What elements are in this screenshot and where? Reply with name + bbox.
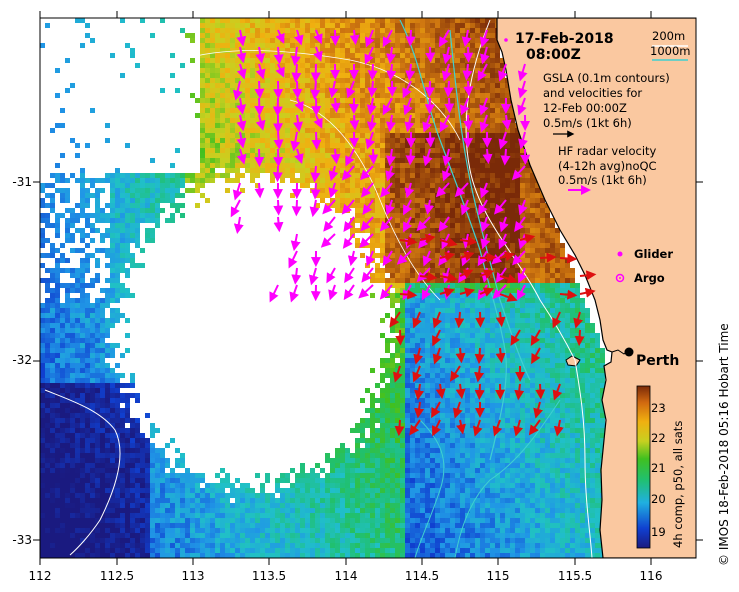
x-tick-label: 114.5 (405, 569, 439, 583)
x-tick-label: 115 (487, 569, 510, 583)
glider-legend-label: Glider (634, 247, 673, 261)
y-tick-label: -31 (12, 175, 32, 189)
depth-contour-1000m (414, 419, 445, 558)
colorbar-tick-label: 21 (651, 461, 666, 475)
x-tick-label: 112.5 (100, 569, 134, 583)
x-tick-label: 113 (182, 569, 205, 583)
colorbar-tick-label: 23 (651, 401, 666, 415)
argo-legend-label: Argo (634, 271, 665, 285)
colorbar-tick-label: 20 (651, 492, 666, 506)
y-tick-label: -32 (12, 353, 32, 367)
date-title: 17-Feb-2018 (515, 31, 614, 47)
depth-contour-200m (179, 50, 461, 141)
perth-marker (624, 347, 634, 357)
x-tick-label: 112 (29, 569, 52, 583)
x-axis-ticks (39, 11, 652, 565)
y-axis-ticks (33, 181, 703, 541)
argo-legend-symbol (615, 273, 625, 283)
depth-label-200m: 200m (652, 29, 685, 43)
x-tick-label: 115.5 (558, 569, 592, 583)
glider-legend-symbol (617, 251, 623, 257)
argo-legend-dot (619, 277, 621, 279)
colorbar-label: 4h comp, p50, all sats (671, 421, 685, 548)
depth-contour-1000m (454, 399, 561, 558)
x-tick-label: 114 (335, 569, 358, 583)
colorbar-tick-label: 22 (651, 431, 666, 445)
rottnest-island (565, 355, 581, 367)
hf-legend-scale: 0.5m/s (1kt 6h) (558, 173, 647, 187)
hf-legend-line2: (4-12h avg)noQC (558, 159, 657, 173)
colorbar-tick-label: 19 (651, 525, 666, 539)
gsla-legend-line3: 12-Feb 00:00Z (543, 101, 627, 115)
time-title: 08:00Z (526, 47, 581, 63)
depth-contour-1000m (399, 19, 507, 461)
colorbar (636, 385, 651, 549)
hf-radar-arrows (230, 29, 531, 303)
hf-legend-line1: HF radar velocity (558, 144, 657, 158)
plot-frame (39, 17, 697, 559)
red-velocity-arrows (389, 233, 597, 437)
x-tick-label: 116 (640, 569, 663, 583)
depth-contour-200m (44, 389, 121, 556)
perth-label: Perth (636, 353, 679, 369)
depth-label-1000m: 1000m (650, 44, 690, 58)
gsla-legend-line2: and velocities for (543, 86, 642, 100)
glider-marker (504, 38, 508, 42)
y-tick-label: -33 (12, 533, 32, 547)
depth-contour-200m (465, 19, 593, 558)
gsla-legend-scale: 0.5m/s (1kt 6h) (543, 116, 632, 130)
gsla-legend-line1: GSLA (0.1m contours) (543, 71, 670, 85)
x-tick-label: 113.5 (252, 569, 286, 583)
imos-credit: © IMOS 18-Feb-2018 05:16 Hobart Time (717, 323, 731, 566)
